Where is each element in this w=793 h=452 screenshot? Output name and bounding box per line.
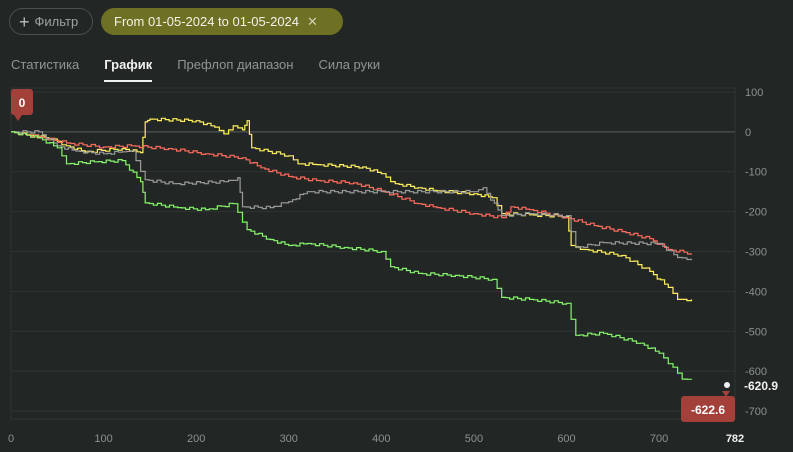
x-tick-label: 400: [372, 433, 390, 445]
add-filter-button[interactable]: + Фильтр: [9, 8, 93, 35]
end-marker: [681, 396, 735, 422]
x-tick-label: 782: [726, 433, 744, 445]
end-marker-pointer: [722, 391, 730, 397]
date-range-chip[interactable]: From 01-05-2024 to 01-05-2024 ✕: [101, 8, 343, 35]
y-tick-label: -700: [745, 406, 767, 418]
y-tick-label: -300: [745, 247, 767, 259]
tab-bar: Статистика График Префлоп диапазон Сила …: [11, 57, 405, 82]
y-tick-label: -100: [745, 167, 767, 179]
y-tick-label: 0: [745, 127, 751, 139]
tab-chart[interactable]: График: [104, 57, 153, 82]
start-marker: [11, 89, 33, 115]
end-value-label: -620.9: [744, 379, 778, 393]
x-tick-label: 300: [280, 433, 298, 445]
tab-preflop-range[interactable]: Префлоп диапазон: [177, 57, 294, 72]
series-line: [11, 131, 693, 380]
start-marker-pointer: [14, 115, 22, 121]
y-tick-label: -500: [745, 326, 767, 338]
y-tick-label: -200: [745, 207, 767, 219]
y-tick-label: -400: [745, 286, 767, 298]
plus-icon: +: [19, 11, 30, 32]
date-range-label: From 01-05-2024 to 01-05-2024: [114, 14, 300, 29]
close-icon[interactable]: ✕: [307, 13, 318, 29]
series-line: [11, 131, 693, 255]
x-tick-label: 200: [187, 433, 205, 445]
x-tick-label: 0: [8, 433, 14, 445]
y-tick-label: 100: [745, 87, 763, 99]
series-line: [11, 130, 693, 261]
filter-label: Фильтр: [34, 14, 79, 29]
start-marker-label: 0: [19, 96, 26, 110]
end-marker-label: -622.6: [691, 403, 725, 417]
end-point-dot: [724, 382, 730, 388]
x-tick-label: 500: [465, 433, 483, 445]
y-tick-label: -600: [745, 366, 767, 378]
tab-statistics[interactable]: Статистика: [11, 57, 80, 72]
x-tick-label: 600: [557, 433, 575, 445]
plot-frame: [10, 87, 736, 420]
tab-hand-strength[interactable]: Сила руки: [318, 57, 381, 72]
x-tick-label: 100: [94, 433, 112, 445]
x-tick-label: 700: [650, 433, 668, 445]
series-line: [11, 117, 693, 302]
